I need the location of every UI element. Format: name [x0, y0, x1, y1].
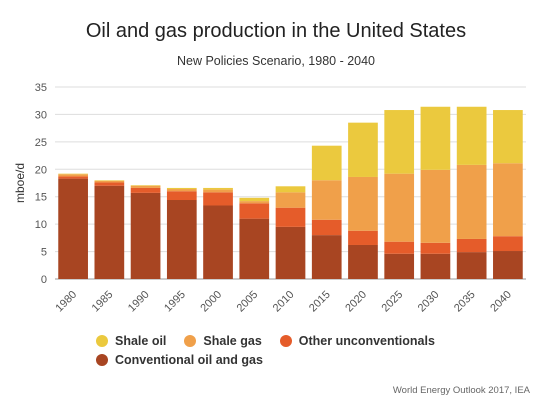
- bar-segment: [311, 219, 342, 236]
- chart-legend: Shale oil Shale gas Other unconventional…: [96, 331, 496, 369]
- bar-segment: [130, 185, 161, 188]
- x-tick-label: 2015: [307, 289, 333, 315]
- bar-segment: [58, 176, 88, 179]
- y-tick-label: 20: [35, 164, 47, 176]
- bar-segment: [311, 235, 342, 279]
- chart-title: Oil and gas production in the United Sta…: [85, 20, 467, 42]
- bar-segment: [456, 238, 487, 253]
- y-tick-label: 35: [35, 82, 47, 94]
- chart-subtitle: New Policies Scenario, 1980 - 2040: [176, 54, 376, 68]
- bar-segment: [348, 244, 378, 279]
- bar-segment: [94, 185, 125, 279]
- y-tick-label: 5: [41, 247, 47, 259]
- x-tick-label: 1980: [53, 289, 79, 315]
- y-tick-label: 10: [35, 219, 47, 231]
- y-tick-label: 0: [41, 274, 47, 286]
- bar-segment: [94, 180, 125, 183]
- x-tick-label: 1995: [162, 289, 188, 315]
- legend-swatch: [96, 353, 108, 366]
- bar-segment: [275, 186, 306, 193]
- x-tick-label: 2030: [416, 289, 442, 315]
- legend-label: Conventional oil and gas: [115, 352, 263, 367]
- bar-segment: [493, 236, 523, 252]
- bar-segment: [348, 176, 378, 231]
- x-tick-label: 2040: [488, 289, 514, 315]
- legend-row: Shale oil Shale gas Other unconventional…: [96, 331, 496, 350]
- x-tick-label: 2005: [235, 289, 261, 315]
- legend-item-shale-oil[interactable]: Shale oil: [96, 334, 166, 348]
- bar-segment: [493, 163, 523, 237]
- bar-segment: [420, 106, 451, 170]
- bar-segment: [239, 218, 270, 279]
- y-tick-label: 15: [35, 192, 47, 204]
- bar-segment: [456, 106, 487, 165]
- x-tick-label: 2025: [380, 289, 406, 315]
- bar-segment: [456, 164, 487, 239]
- bar-segment: [94, 180, 125, 181]
- legend-label: Shale oil: [115, 333, 167, 348]
- bar-segment: [239, 201, 270, 204]
- bar-segment: [275, 226, 306, 279]
- bar-segment: [203, 187, 233, 190]
- bar-segment: [166, 200, 197, 279]
- bar-segment: [166, 187, 197, 190]
- x-tick-label: 1990: [126, 289, 152, 315]
- y-tick-label: 30: [35, 109, 47, 121]
- bar-segment: [493, 251, 523, 279]
- bar-segment: [166, 191, 197, 201]
- bar-segment: [166, 189, 197, 192]
- bar-segment: [311, 180, 342, 220]
- bar-segment: [203, 205, 233, 279]
- bar-segment: [420, 169, 451, 243]
- legend-label: Shale gas: [203, 333, 262, 348]
- x-tick-label: 2035: [452, 289, 478, 315]
- bar-segment: [58, 173, 88, 175]
- legend-item-conventional[interactable]: Conventional oil and gas: [96, 353, 263, 367]
- legend-swatch: [279, 334, 292, 347]
- bar-segment: [384, 253, 415, 279]
- legend-label: Other unconventionals: [298, 333, 435, 348]
- y-axis-label: mboe/d: [13, 163, 27, 203]
- x-tick-label: 2000: [198, 289, 224, 315]
- legend-item-shale-gas[interactable]: Shale gas: [184, 333, 262, 348]
- legend-swatch: [96, 334, 108, 347]
- bar-segment: [239, 197, 270, 202]
- legend-item-other-unconventionals[interactable]: Other unconventionals: [279, 333, 435, 348]
- bar-segment: [275, 207, 306, 227]
- bar-segment: [275, 192, 306, 208]
- bar-segment: [130, 185, 161, 186]
- bar-segment: [239, 203, 270, 219]
- bar-segment: [456, 252, 487, 279]
- bar-segment: [348, 230, 378, 245]
- bar-segment: [311, 145, 342, 181]
- bar-segment: [420, 242, 451, 254]
- bar-segment: [203, 192, 233, 206]
- x-tick-label: 1985: [90, 289, 116, 315]
- bar-segment: [384, 173, 415, 242]
- bar-segment: [420, 253, 451, 279]
- bar-segment: [203, 189, 233, 193]
- y-tick-label: 25: [35, 137, 47, 149]
- bar-segment: [348, 122, 378, 177]
- bar-segment: [130, 192, 161, 279]
- bar-segment: [384, 110, 415, 174]
- bar-segment: [94, 182, 125, 186]
- bar-segment: [58, 174, 88, 177]
- x-tick-label: 2010: [271, 289, 297, 315]
- x-tick-label: 2020: [343, 289, 369, 315]
- bar-segment: [58, 178, 88, 279]
- bar-segment: [130, 187, 161, 193]
- legend-row: Conventional oil and gas: [96, 350, 496, 369]
- bar-segment: [493, 110, 523, 164]
- source-credit: World Energy Outlook 2017, IEA: [392, 385, 530, 396]
- bar-segment: [384, 241, 415, 254]
- legend-swatch: [184, 334, 197, 347]
